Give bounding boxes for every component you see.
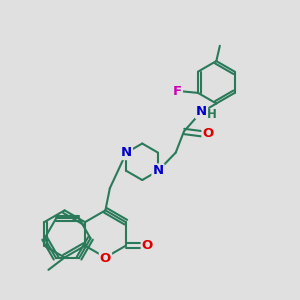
Text: N: N	[196, 105, 207, 118]
Text: H: H	[206, 108, 216, 121]
Text: F: F	[173, 85, 182, 98]
Text: O: O	[142, 239, 153, 252]
Text: N: N	[121, 146, 132, 159]
Text: O: O	[100, 252, 111, 266]
Text: O: O	[202, 127, 214, 140]
Text: N: N	[152, 164, 164, 177]
